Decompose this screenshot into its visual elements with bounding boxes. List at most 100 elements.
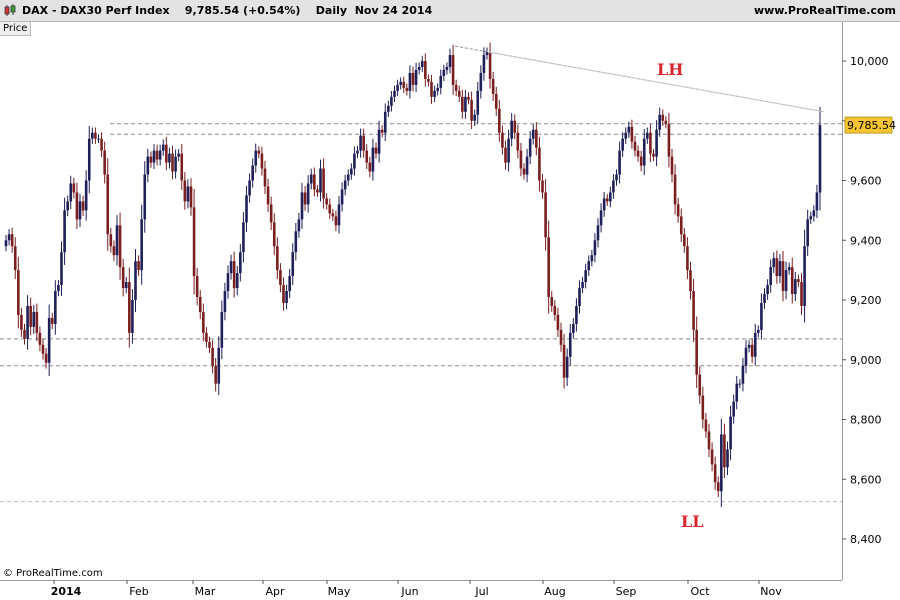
- candle-body: [242, 222, 245, 253]
- x-tick-label: Jun: [400, 585, 418, 598]
- candle-body: [692, 291, 695, 330]
- candle-body: [309, 174, 313, 184]
- candle-body: [72, 183, 76, 193]
- y-tick-label: 8,800: [850, 414, 882, 427]
- candle-body: [44, 353, 48, 363]
- candle-body: [664, 120, 668, 124]
- candle-body: [328, 204, 332, 214]
- candle-body: [787, 267, 791, 271]
- candle-body: [183, 180, 187, 202]
- candle-body: [87, 138, 91, 181]
- candle-body: [670, 156, 674, 175]
- candle-body: [63, 210, 66, 253]
- candle-body: [239, 252, 242, 274]
- candle-body: [547, 237, 550, 298]
- candle-body: [325, 198, 328, 205]
- candle-body: [223, 291, 227, 312]
- candle-body: [254, 150, 258, 166]
- candle-body: [282, 285, 285, 303]
- x-tick-label: Oct: [690, 585, 710, 598]
- candle-body: [581, 282, 584, 289]
- candle-body: [297, 219, 301, 232]
- candle-body: [538, 147, 541, 181]
- candle-body: [380, 129, 384, 133]
- candle-body: [476, 90, 480, 115]
- candle-body: [371, 147, 375, 172]
- candle-body: [757, 329, 760, 333]
- candle-body: [701, 395, 705, 420]
- candle-body: [683, 234, 686, 247]
- candle-body: [763, 294, 766, 303]
- candle-body: [134, 261, 137, 300]
- candle-body: [803, 246, 806, 306]
- candle-body: [50, 317, 54, 324]
- price-change: (+0.54%): [243, 4, 301, 17]
- candle-body: [590, 255, 594, 262]
- candle-body: [4, 240, 8, 247]
- candle-body: [20, 314, 23, 330]
- candle-body: [661, 114, 665, 121]
- candle-body: [707, 431, 711, 450]
- candle-body: [698, 374, 702, 396]
- candle-body: [812, 210, 816, 217]
- candle-body: [319, 168, 322, 193]
- candle-body: [642, 138, 646, 166]
- candle-body: [784, 270, 788, 292]
- site-link[interactable]: www.ProRealTime.com: [753, 4, 896, 17]
- candle-body: [353, 153, 356, 169]
- candle-body: [168, 153, 171, 163]
- candle-body: [553, 305, 557, 315]
- candle-body: [235, 273, 239, 289]
- candle-body: [624, 132, 628, 139]
- candle-body: [710, 449, 714, 465]
- candle-body: [609, 192, 612, 202]
- candle-body: [467, 96, 470, 100]
- candle-body: [29, 305, 32, 327]
- y-tick-label: 9,200: [850, 294, 882, 307]
- candle-body: [535, 129, 538, 148]
- candle-body: [427, 78, 430, 82]
- candle-body: [414, 69, 418, 85]
- candle-body: [75, 192, 79, 220]
- candle-body: [158, 150, 162, 160]
- candle-body: [26, 305, 29, 339]
- candle-body: [541, 180, 544, 193]
- candle-body: [57, 285, 60, 292]
- candle-body: [618, 150, 621, 175]
- candle-body: [66, 201, 69, 211]
- candle-body: [279, 270, 282, 286]
- candle-body: [578, 288, 581, 306]
- candle-body: [679, 216, 683, 235]
- title-separator: -: [48, 4, 61, 17]
- candle-body: [716, 482, 720, 492]
- candle-body: [781, 261, 785, 292]
- candle-body: [171, 153, 174, 172]
- candle-body: [306, 183, 310, 205]
- candle-body: [544, 192, 547, 238]
- candle-body: [572, 323, 575, 333]
- candle-body: [334, 216, 338, 226]
- candle-body: [152, 150, 156, 163]
- candle-body: [232, 261, 236, 289]
- candle-body: [605, 198, 609, 202]
- candle-body: [525, 156, 529, 175]
- panel-label[interactable]: Price: [0, 22, 32, 36]
- candle-body: [612, 180, 615, 193]
- candle-body: [729, 416, 732, 450]
- candle-body: [390, 96, 393, 106]
- candle-body: [140, 219, 143, 271]
- candle-body: [260, 153, 264, 169]
- candle-body: [393, 90, 396, 97]
- candle-body: [673, 174, 677, 205]
- candle-body: [726, 449, 729, 468]
- candle-body: [229, 261, 233, 274]
- candle-body: [374, 147, 378, 154]
- x-tick-label: Nov: [760, 585, 782, 598]
- candle-body: [741, 365, 745, 384]
- x-tick-label: Feb: [129, 585, 148, 598]
- candle-body: [276, 246, 279, 271]
- candle-body: [32, 311, 36, 327]
- candle-body: [399, 81, 402, 85]
- candle-body: [78, 201, 82, 220]
